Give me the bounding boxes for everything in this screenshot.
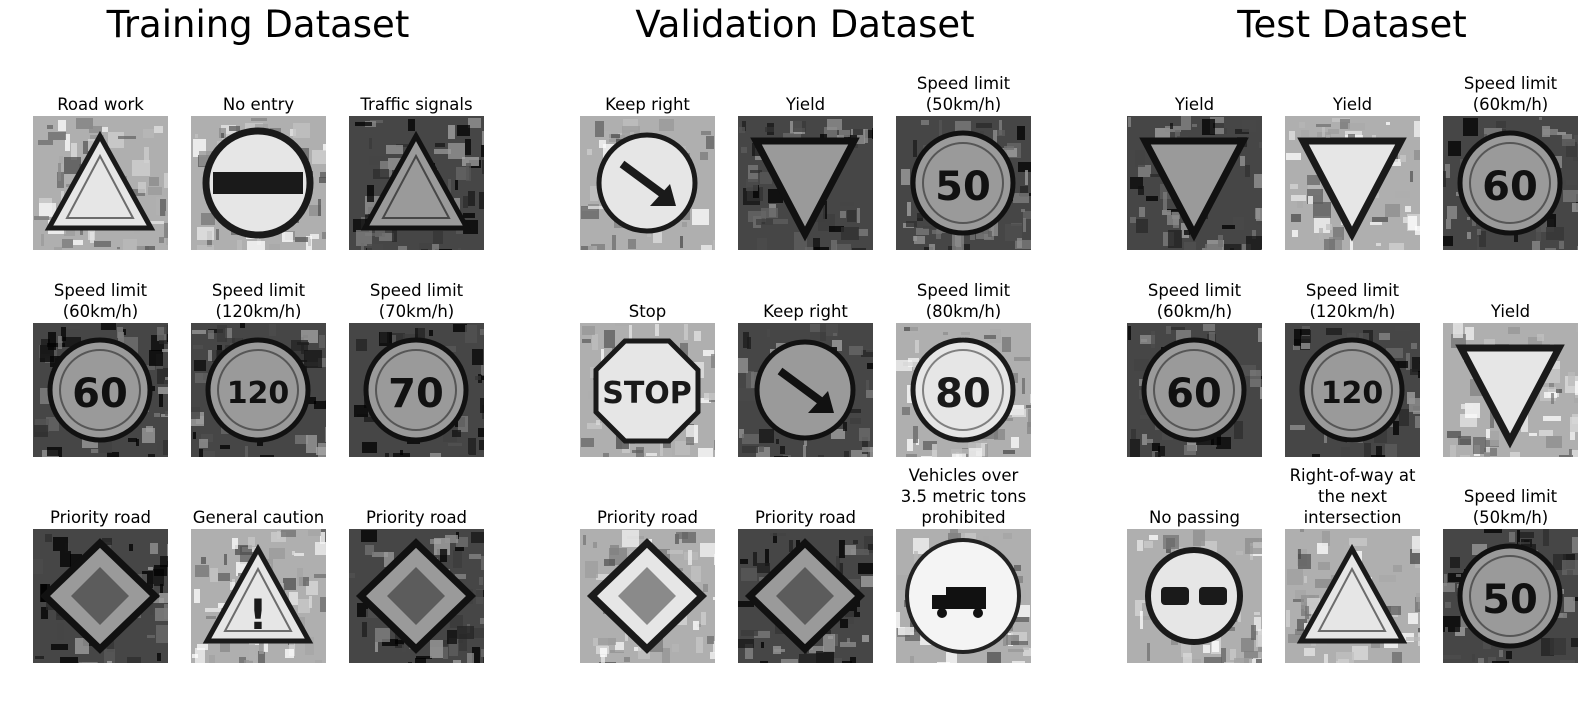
diamond-sign-icon xyxy=(349,529,484,663)
diamond-sign-icon xyxy=(33,529,168,663)
triangle-sign-icon: ! xyxy=(191,529,326,663)
sign-image-cell: General caution ! xyxy=(191,0,326,663)
svg-text:!: ! xyxy=(248,590,267,639)
sign-image-cell: Priority road xyxy=(738,0,873,663)
sign-image-cell: Right-of-way at the next intersection xyxy=(1285,0,1420,663)
sign-label: Speed limit (50km/h) xyxy=(1418,486,1595,528)
circle-sign-icon: 50 xyxy=(1443,529,1578,663)
circle-truck-sign-icon xyxy=(896,529,1031,663)
sign-image-cell: Priority road xyxy=(33,0,168,663)
triangle-sign-icon xyxy=(1285,529,1420,663)
sign-image-cell: Priority road xyxy=(580,0,715,663)
sign-image-cell: Vehicles over 3.5 metric tons prohibited xyxy=(896,0,1031,663)
sign-label: Priority road xyxy=(324,507,509,528)
svg-text:50: 50 xyxy=(1482,577,1538,623)
sign-image-cell: No passing xyxy=(1127,0,1262,663)
dataset-panel: Training Dataset Road work No entry Traff… xyxy=(25,0,491,705)
dataset-panel: Test Dataset Yield Yield Speed limit (60k… xyxy=(1119,0,1585,705)
no-passing-sign-icon xyxy=(1127,529,1262,663)
diamond-sign-icon xyxy=(580,529,715,663)
sign-image-cell: Priority road xyxy=(349,0,484,663)
sign-label: Vehicles over 3.5 metric tons prohibited xyxy=(871,465,1056,528)
diamond-sign-icon xyxy=(738,529,873,663)
dataset-panel: Validation Dataset Keep right Yield Speed… xyxy=(572,0,1038,705)
sign-image-cell: Speed limit (50km/h) 50 xyxy=(1443,0,1578,663)
